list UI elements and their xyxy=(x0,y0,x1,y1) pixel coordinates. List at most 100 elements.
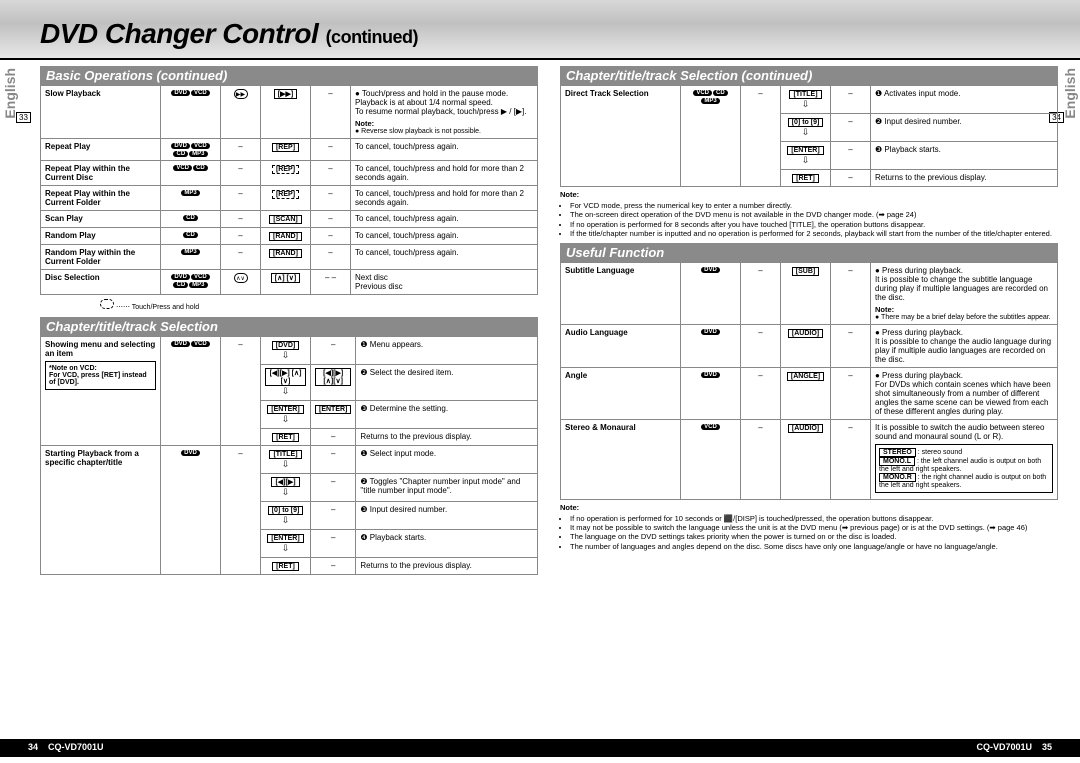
row-label: Showing menu and selecting an item*Note … xyxy=(41,337,161,446)
hw-btn: – xyxy=(741,367,781,419)
row-desc: Returns to the previous display. xyxy=(871,170,1058,187)
sw-btn: [RAND] xyxy=(261,228,311,245)
row-desc: Next discPrevious disc xyxy=(351,270,538,295)
disc-icons: VCDCD xyxy=(161,161,221,186)
row-label: Random Play xyxy=(41,228,161,245)
sw-btn: [AUDIO] xyxy=(781,324,831,367)
disc-icons: DVDVCDCDMP3 xyxy=(161,139,221,161)
row-desc: It is possible to switch the audio betwe… xyxy=(871,419,1058,499)
alt-btn: – xyxy=(311,558,356,575)
hw-btn: – xyxy=(741,262,781,324)
disc-icons: DVD xyxy=(161,446,221,575)
disc-icons: DVD xyxy=(681,367,741,419)
useful-table: Subtitle Language DVD – [SUB] – ● Press … xyxy=(560,262,1058,500)
hw-btn: – xyxy=(221,161,261,186)
sw-btn: [RET] xyxy=(781,170,831,187)
page-title: DVD Changer Control (continued) xyxy=(40,18,418,50)
row-desc: ● Press during playback.For DVDs which c… xyxy=(871,367,1058,419)
row-desc: To cancel, touch/press and hold for more… xyxy=(351,161,538,186)
row-desc: To cancel, touch/press again. xyxy=(351,139,538,161)
alt-btn: – – xyxy=(311,270,351,295)
legend-hold: ⋯⋯ Touch/Press and hold xyxy=(100,299,538,311)
row-desc: Returns to the previous display. xyxy=(356,558,538,575)
row-label: Repeat Play xyxy=(41,139,161,161)
alt-btn: – xyxy=(311,211,351,228)
alt-btn: – xyxy=(311,474,356,502)
note-label-2: Note: xyxy=(560,503,1058,512)
sw-btn: [TITLE] xyxy=(781,86,831,114)
row-label: Audio Language xyxy=(561,324,681,367)
hw-btn: – xyxy=(741,419,781,499)
row-label: Disc Selection xyxy=(41,270,161,295)
alt-btn: – xyxy=(311,86,351,139)
sw-btn: [ENTER] xyxy=(261,530,311,558)
lang-left: English xyxy=(2,68,18,119)
sw-btn: [ANGLE] xyxy=(781,367,831,419)
hw-btn: ∧∨ xyxy=(221,270,261,295)
hw-btn: – xyxy=(221,228,261,245)
sw-btn: [DVD] xyxy=(261,337,311,365)
disc-icons: CD xyxy=(161,211,221,228)
sw-btn: [0] to [9] xyxy=(781,114,831,142)
disc-icons: DVD xyxy=(681,324,741,367)
row-desc: To cancel, touch/press again. xyxy=(351,245,538,270)
sw-btn: [AUDIO] xyxy=(781,419,831,499)
sw-btn: [ENTER] xyxy=(261,401,311,429)
row-label: Random Play within the Current Folder xyxy=(41,245,161,270)
sw-btn: [RAND] xyxy=(261,245,311,270)
row-desc: To cancel, touch/press and hold for more… xyxy=(351,186,538,211)
note-label-1: Note: xyxy=(560,190,1058,199)
sw-btn: [REP] xyxy=(261,186,311,211)
row-desc: ❶ Menu appears. xyxy=(356,337,538,365)
disc-icons: VCD xyxy=(681,419,741,499)
alt-btn: – xyxy=(831,142,871,170)
alt-btn: – xyxy=(311,228,351,245)
alt-btn: – xyxy=(831,324,871,367)
hw-btn: – xyxy=(741,324,781,367)
chapter-sel-table: Showing menu and selecting an item*Note … xyxy=(40,336,538,575)
hw-btn: – xyxy=(221,186,261,211)
row-label: Repeat Play within the Current Folder xyxy=(41,186,161,211)
sw-btn: [◀][▶] [∧][∨] xyxy=(261,365,311,401)
hw-btn: – xyxy=(221,337,261,446)
disc-icons: DVDVCD xyxy=(161,337,221,446)
row-desc: ● Press during playback.It is possible t… xyxy=(871,324,1058,367)
basic-ops-table: Slow Playback DVDVCD ▶▶ [▶▶] – ● Touch/p… xyxy=(40,85,538,295)
sw-btn: [▶▶] xyxy=(261,86,311,139)
row-desc: ❷ Toggles "Chapter number input mode" an… xyxy=(356,474,538,502)
row-label: Repeat Play within the Current Disc xyxy=(41,161,161,186)
row-label: Slow Playback xyxy=(41,86,161,139)
sw-btn: [SCAN] xyxy=(261,211,311,228)
alt-btn: – xyxy=(311,245,351,270)
section-chapter-sel-cont: Chapter/title/track Selection (continued… xyxy=(560,66,1058,85)
sw-btn: [∧] [∨] xyxy=(261,270,311,295)
row-desc: To cancel, touch/press again. xyxy=(351,228,538,245)
sw-btn: [RET] xyxy=(261,429,311,446)
row-desc: ❸ Determine the setting. xyxy=(356,401,538,429)
row-desc: ❷ Select the desired item. xyxy=(356,365,538,401)
row-label: Subtitle Language xyxy=(561,262,681,324)
row-label: Stereo & Monaural xyxy=(561,419,681,499)
row-desc: ● Press during playback.It is possible t… xyxy=(871,262,1058,324)
row-desc: ❸ Playback starts. xyxy=(871,142,1058,170)
disc-icons: MP3 xyxy=(161,186,221,211)
page-footer: 34 CQ-VD7001U CQ-VD7001U 35 xyxy=(0,739,1080,757)
section-useful: Useful Function xyxy=(560,243,1058,262)
note-1: For VCD mode, press the numerical key to… xyxy=(560,201,1058,239)
sw-btn: [◀][▶] xyxy=(261,474,311,502)
alt-btn: – xyxy=(311,446,356,474)
alt-btn: – xyxy=(311,530,356,558)
alt-btn: – xyxy=(831,419,871,499)
hw-btn: – xyxy=(221,139,261,161)
disc-icons: MP3 xyxy=(161,245,221,270)
hw-btn: – xyxy=(221,245,261,270)
section-chapter-sel: Chapter/title/track Selection xyxy=(40,317,538,336)
row-desc: ❹ Playback starts. xyxy=(356,530,538,558)
page-num-left: 33 xyxy=(16,112,31,123)
sw-btn: [SUB] xyxy=(781,262,831,324)
disc-icons: DVDVCD xyxy=(161,86,221,139)
alt-btn: [ENTER] xyxy=(311,401,356,429)
row-desc: ❶ Activates input mode. xyxy=(871,86,1058,114)
row-label: Angle xyxy=(561,367,681,419)
row-label: Direct Track Selection xyxy=(561,86,681,187)
